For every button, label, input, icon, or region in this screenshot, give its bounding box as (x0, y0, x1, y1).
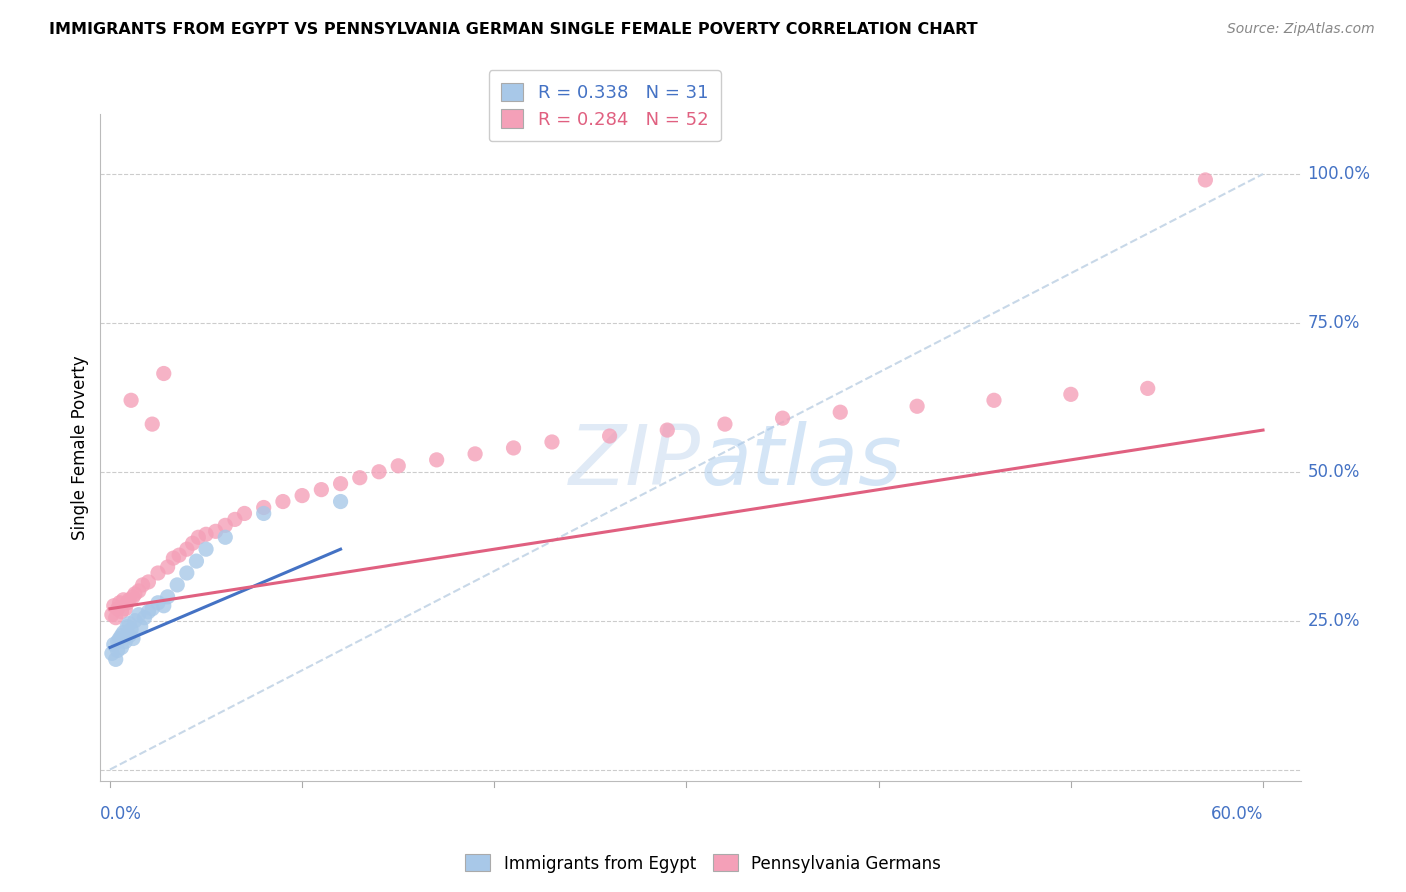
Point (134, 610, 156, 624)
Point (129, 619, 152, 633)
Point (122, 632, 145, 646)
Point (167, 548, 190, 562)
Point (502, 441, 524, 455)
Point (195, 542, 218, 557)
Point (349, 471, 371, 485)
Point (103, 599, 125, 613)
Point (128, 583, 150, 598)
Point (541, 434, 564, 449)
Text: 25.0%: 25.0% (1308, 612, 1360, 630)
Text: atlas: atlas (702, 421, 903, 502)
Point (114, 601, 136, 615)
Point (108, 632, 131, 646)
Point (1136, 381, 1159, 395)
Point (156, 560, 179, 574)
Point (110, 628, 132, 642)
Point (187, 530, 209, 544)
Point (253, 507, 276, 521)
Point (110, 640, 132, 655)
Text: 50.0%: 50.0% (1308, 463, 1360, 481)
Point (110, 605, 132, 619)
Point (108, 596, 131, 610)
Point (233, 507, 256, 521)
Point (118, 628, 141, 642)
Point (124, 587, 146, 601)
Text: 75.0%: 75.0% (1308, 314, 1360, 332)
Point (195, 527, 218, 541)
Point (983, 393, 1005, 408)
Point (772, 411, 794, 425)
Y-axis label: Single Female Poverty: Single Female Poverty (72, 356, 89, 541)
Point (146, 566, 169, 580)
Point (103, 637, 125, 651)
Point (271, 494, 294, 508)
Point (166, 578, 188, 592)
Text: 100.0%: 100.0% (1308, 165, 1371, 183)
Point (464, 447, 486, 461)
Point (1194, 173, 1216, 187)
Text: Source: ZipAtlas.com: Source: ZipAtlas.com (1227, 22, 1375, 37)
Point (138, 574, 160, 589)
Point (156, 590, 179, 604)
Point (101, 607, 124, 622)
Point (128, 607, 150, 622)
Text: 0.0%: 0.0% (100, 805, 142, 822)
Point (176, 542, 198, 557)
Point (118, 616, 141, 631)
Point (830, 405, 852, 419)
Point (122, 590, 145, 604)
Point (152, 599, 174, 613)
Point (253, 500, 276, 515)
Text: ZIP: ZIP (569, 421, 702, 502)
Point (141, 417, 163, 431)
Point (146, 596, 169, 610)
Point (224, 512, 246, 526)
Point (104, 610, 127, 624)
Point (176, 566, 198, 580)
Point (120, 623, 142, 637)
Point (131, 578, 153, 592)
Point (112, 592, 135, 607)
Point (329, 476, 352, 491)
Point (101, 647, 124, 661)
Point (426, 453, 449, 467)
Point (118, 592, 141, 607)
Point (104, 652, 127, 666)
Point (311, 483, 333, 497)
Point (387, 458, 409, 473)
Point (138, 605, 160, 619)
Point (114, 634, 136, 648)
Point (368, 465, 391, 479)
Point (1060, 387, 1083, 401)
Point (214, 530, 236, 544)
Point (117, 596, 139, 610)
Text: 60.0%: 60.0% (1211, 805, 1263, 822)
Point (204, 524, 226, 539)
Point (107, 601, 129, 615)
Point (107, 634, 129, 648)
Point (117, 619, 139, 633)
Point (186, 554, 208, 568)
Point (107, 643, 129, 657)
Point (162, 551, 184, 566)
Point (599, 429, 621, 443)
Text: IMMIGRANTS FROM EGYPT VS PENNSYLVANIA GERMAN SINGLE FEMALE POVERTY CORRELATION C: IMMIGRANTS FROM EGYPT VS PENNSYLVANIA GE… (49, 22, 977, 37)
Point (714, 417, 737, 431)
Point (181, 536, 204, 550)
Legend: Immigrants from Egypt, Pennsylvania Germans: Immigrants from Egypt, Pennsylvania Germ… (458, 847, 948, 880)
Point (112, 625, 135, 640)
Point (329, 494, 352, 508)
Legend: R = 0.338   N = 31, R = 0.284   N = 52: R = 0.338 N = 31, R = 0.284 N = 52 (489, 70, 721, 141)
Point (291, 489, 314, 503)
Point (120, 393, 142, 408)
Point (214, 518, 236, 533)
Point (152, 367, 174, 381)
Point (141, 601, 163, 615)
Point (657, 423, 679, 437)
Point (124, 614, 146, 628)
Point (905, 399, 928, 413)
